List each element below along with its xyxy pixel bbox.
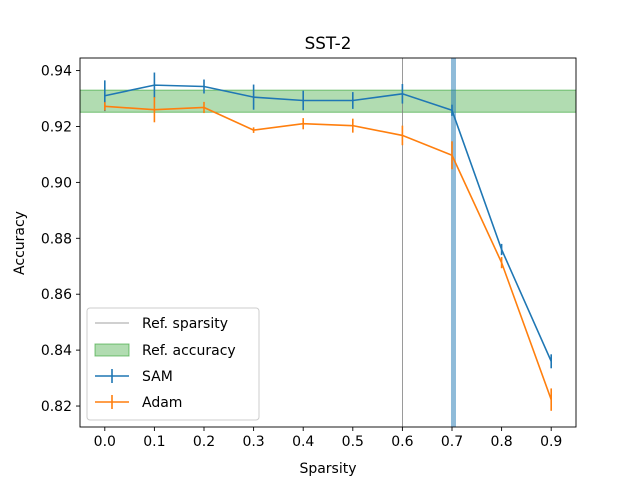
x-tick-label: 0.8 bbox=[490, 434, 512, 450]
legend: Ref. sparsity Ref. accuracy SAM Adam bbox=[86, 307, 260, 421]
x-tick-label: 0.3 bbox=[242, 434, 264, 450]
y-tick-label: 0.92 bbox=[41, 119, 72, 135]
series-adam bbox=[104, 97, 553, 411]
y-tick-label: 0.94 bbox=[41, 64, 72, 80]
x-tick-label: 0.4 bbox=[292, 434, 314, 450]
y-tick-label: 0.86 bbox=[41, 287, 72, 303]
x-tick-label: 0.7 bbox=[441, 434, 463, 450]
legend-label-sam: SAM bbox=[142, 369, 173, 385]
axes-frame bbox=[79, 57, 577, 428]
chart-title: SST-2 bbox=[305, 33, 352, 53]
legend-label-ref-sparsity: Ref. sparsity bbox=[142, 316, 228, 332]
x-tick-label: 0.2 bbox=[193, 434, 215, 450]
y-tick-label: 0.84 bbox=[41, 343, 72, 359]
x-tick-label: 0.0 bbox=[94, 434, 116, 450]
x-tick-label: 0.6 bbox=[391, 434, 413, 450]
x-tick-label: 0.5 bbox=[342, 434, 364, 450]
series-line-adam bbox=[104, 105, 552, 400]
y-tick-label: 0.82 bbox=[41, 399, 72, 415]
y-tick-label: 0.90 bbox=[41, 175, 72, 191]
y-tick-label: 0.88 bbox=[41, 231, 72, 247]
legend-label-adam: Adam bbox=[142, 395, 182, 411]
legend-handle-ref-accuracy bbox=[94, 343, 130, 357]
series-sam bbox=[104, 72, 553, 369]
plot-content bbox=[80, 58, 576, 427]
plot-area: 0.0 0.1 0.2 0.3 0.4 0.5 0.6 0.7 0.8 0.9 0.82 0.84 0.… bbox=[41, 57, 577, 450]
legend-label-ref-accuracy: Ref. accuracy bbox=[142, 343, 236, 359]
x-axis-label: Sparsity bbox=[299, 461, 356, 477]
x-tick-label: 0.1 bbox=[143, 434, 165, 450]
y-axis-label: Accuracy bbox=[12, 211, 28, 275]
legend-box bbox=[86, 307, 260, 421]
series-line-sam bbox=[104, 84, 552, 362]
x-tick-label: 0.9 bbox=[540, 434, 562, 450]
